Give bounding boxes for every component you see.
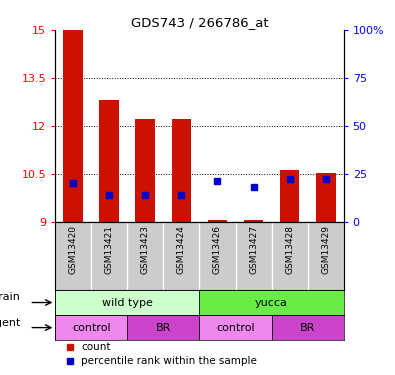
- Bar: [100, 100, 119, 222]
- Text: GSM13429: GSM13429: [321, 225, 330, 274]
- Text: GSM13428: GSM13428: [285, 225, 294, 274]
- Text: GSM13423: GSM13423: [141, 225, 150, 274]
- Bar: [64, 30, 83, 222]
- Bar: [171, 119, 191, 222]
- Text: agent: agent: [0, 318, 21, 328]
- Text: BR: BR: [300, 322, 315, 333]
- Text: control: control: [216, 322, 255, 333]
- Bar: [244, 220, 263, 222]
- Title: GDS743 / 266786_at: GDS743 / 266786_at: [131, 16, 268, 29]
- Bar: [199, 290, 344, 315]
- Text: GSM13427: GSM13427: [249, 225, 258, 274]
- Text: control: control: [72, 322, 111, 333]
- Text: GSM13421: GSM13421: [105, 225, 114, 274]
- Text: strain: strain: [0, 292, 21, 303]
- Text: yucca: yucca: [255, 297, 288, 307]
- Bar: [135, 119, 155, 222]
- Bar: [280, 171, 299, 222]
- Text: count: count: [81, 342, 111, 352]
- Bar: [272, 315, 344, 340]
- Bar: [127, 315, 199, 340]
- Text: wild type: wild type: [102, 297, 153, 307]
- Bar: [199, 315, 272, 340]
- Bar: [55, 290, 199, 315]
- Bar: [55, 315, 127, 340]
- Bar: [316, 173, 335, 222]
- Bar: [208, 220, 228, 222]
- Text: GSM13426: GSM13426: [213, 225, 222, 274]
- Text: GSM13420: GSM13420: [69, 225, 78, 274]
- Text: BR: BR: [156, 322, 171, 333]
- Text: percentile rank within the sample: percentile rank within the sample: [81, 356, 257, 366]
- Text: GSM13424: GSM13424: [177, 225, 186, 274]
